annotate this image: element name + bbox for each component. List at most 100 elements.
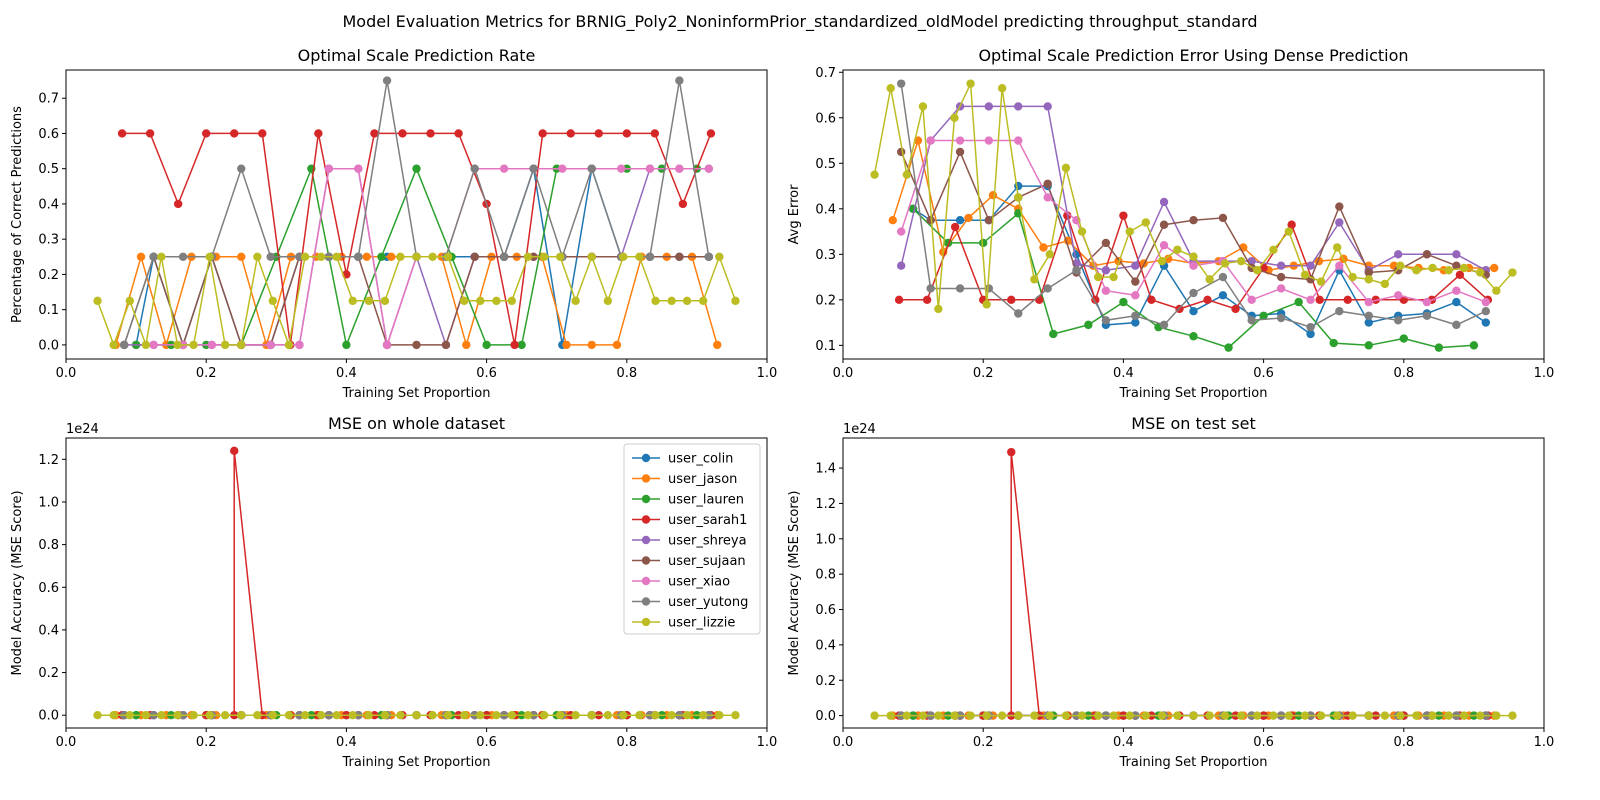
data-point-user_lizzie (1141, 218, 1151, 227)
data-point-user_lizzie (205, 711, 214, 720)
data-point-user_xiao (1452, 286, 1461, 295)
data-point-user_lizzie (205, 252, 214, 261)
data-point-user_lizzie (237, 711, 246, 720)
data-point-user_colin (1131, 318, 1140, 327)
x-tick-label: 0.4 (1113, 366, 1134, 381)
y-tick-label: 0.1 (38, 303, 59, 318)
data-point-user_xiao (1189, 261, 1198, 270)
data-point-user_yutong (1189, 288, 1198, 298)
data-point-user_lizzie (492, 296, 501, 306)
data-point-user_lizzie (300, 252, 310, 261)
data-point-user_sarah1 (1147, 295, 1156, 305)
data-point-user_lizzie (918, 711, 928, 720)
data-point-user_lizzie (284, 711, 294, 720)
y-tick-label: 1.0 (38, 495, 59, 510)
data-point-user_lizzie (459, 296, 469, 306)
data-point-user_lizzie (870, 170, 879, 179)
y-tick-label: 0.0 (815, 709, 836, 724)
x-tick-label: 0.4 (1113, 735, 1134, 750)
data-point-user_lizzie (1220, 259, 1230, 268)
data-point-user_xiao (324, 164, 334, 173)
y-axis-label: Model Accuracy (MSE Score) (787, 490, 802, 675)
data-point-user_lizzie (1333, 243, 1342, 252)
data-point-user_colin (1306, 329, 1315, 339)
data-point-user_lizzie (141, 340, 151, 350)
y-tick-label: 0.4 (38, 623, 59, 638)
data-point-user_lizzie (1269, 711, 1278, 720)
data-point-user_xiao (1364, 297, 1373, 307)
data-point-user_lizzie (507, 296, 517, 306)
data-point-user_lizzie (886, 711, 895, 720)
data-point-user_lizzie (1508, 268, 1517, 277)
data-point-user_lizzie (1093, 711, 1103, 720)
y-tick-label: 0.3 (38, 233, 59, 248)
data-point-user_lizzie (1459, 711, 1469, 720)
y-tick-label: 0.8 (38, 538, 59, 553)
data-point-user_lauren (1469, 341, 1479, 350)
data-point-user_lizzie (1412, 711, 1421, 720)
data-point-user_sarah1 (1287, 220, 1296, 229)
data-point-user_lizzie (731, 296, 740, 306)
data-point-user_lizzie (220, 340, 230, 350)
data-point-user_lizzie (1333, 711, 1342, 720)
data-point-user_lizzie (667, 711, 676, 720)
data-point-user_sujaan (675, 252, 684, 261)
plot-area (870, 79, 1517, 352)
data-point-user_yutong (1481, 307, 1491, 316)
data-point-user_xiao (1481, 297, 1491, 307)
data-point-user_lizzie (93, 296, 102, 306)
data-point-user_lizzie (997, 84, 1007, 93)
data-point-user_yutong (529, 164, 538, 173)
data-point-user_lizzie (220, 711, 230, 720)
x-tick-label: 0.4 (336, 366, 357, 381)
data-point-user_sujaan (441, 340, 451, 350)
data-point-user_lizzie (1364, 275, 1373, 284)
data-point-user_yutong (1335, 307, 1344, 316)
y-offset-text: 1e24 (66, 422, 99, 437)
data-point-user_lizzie (1045, 250, 1054, 259)
data-point-user_lizzie (157, 252, 166, 261)
data-point-user_colin (1189, 307, 1198, 316)
y-tick-label: 0.3 (815, 248, 836, 263)
data-point-user_yutong (645, 252, 655, 261)
data-point-user_shreya (1276, 261, 1286, 270)
data-point-user_lizzie (1380, 711, 1390, 720)
data-point-user_lizzie (571, 711, 580, 720)
y-tick-label: 1.2 (38, 453, 59, 468)
data-point-user_jason (1490, 263, 1499, 273)
data-point-user_sujaan (984, 215, 994, 225)
x-tick-label: 0.0 (56, 735, 77, 750)
data-point-user_lizzie (125, 711, 134, 720)
data-point-user_lizzie (237, 340, 246, 350)
y-axis-label: Avg Error (787, 184, 802, 245)
data-point-user_lizzie (934, 304, 943, 314)
data-point-user_yutong (1247, 316, 1256, 325)
data-point-user_lizzie (1125, 711, 1134, 720)
data-point-user_lizzie (1269, 245, 1278, 254)
data-point-user_lizzie (173, 711, 182, 720)
data-point-user_lizzie (1157, 711, 1167, 720)
series-line-user_sarah1 (899, 452, 1488, 717)
data-point-user_lauren (1224, 343, 1233, 352)
data-point-user_xiao (1276, 284, 1286, 293)
data-point-user_lauren (342, 340, 351, 350)
data-point-user_sarah1 (1455, 270, 1465, 280)
data-point-user_lizzie (950, 113, 959, 122)
data-point-user_lizzie (715, 711, 724, 720)
data-point-user_xiao (1422, 297, 1432, 307)
data-point-user_lizzie (1444, 266, 1453, 275)
data-point-user_lizzie (587, 252, 596, 261)
data-point-user_jason (612, 340, 622, 350)
data-point-user_yutong (499, 252, 509, 261)
series-line-user_yutong (123, 80, 710, 346)
data-point-user_yutong (1306, 322, 1315, 332)
data-point-user_shreya (1101, 266, 1111, 275)
data-point-user_xiao (955, 136, 965, 145)
data-point-user_yutong (382, 76, 392, 85)
data-point-user_shreya (896, 261, 906, 270)
data-point-user_shreya (1306, 261, 1315, 270)
data-point-user_yutong (1072, 266, 1081, 275)
data-point-user_yutong (926, 284, 935, 293)
data-point-user_sarah1 (145, 129, 155, 138)
y-tick-label: 0.2 (38, 268, 59, 283)
